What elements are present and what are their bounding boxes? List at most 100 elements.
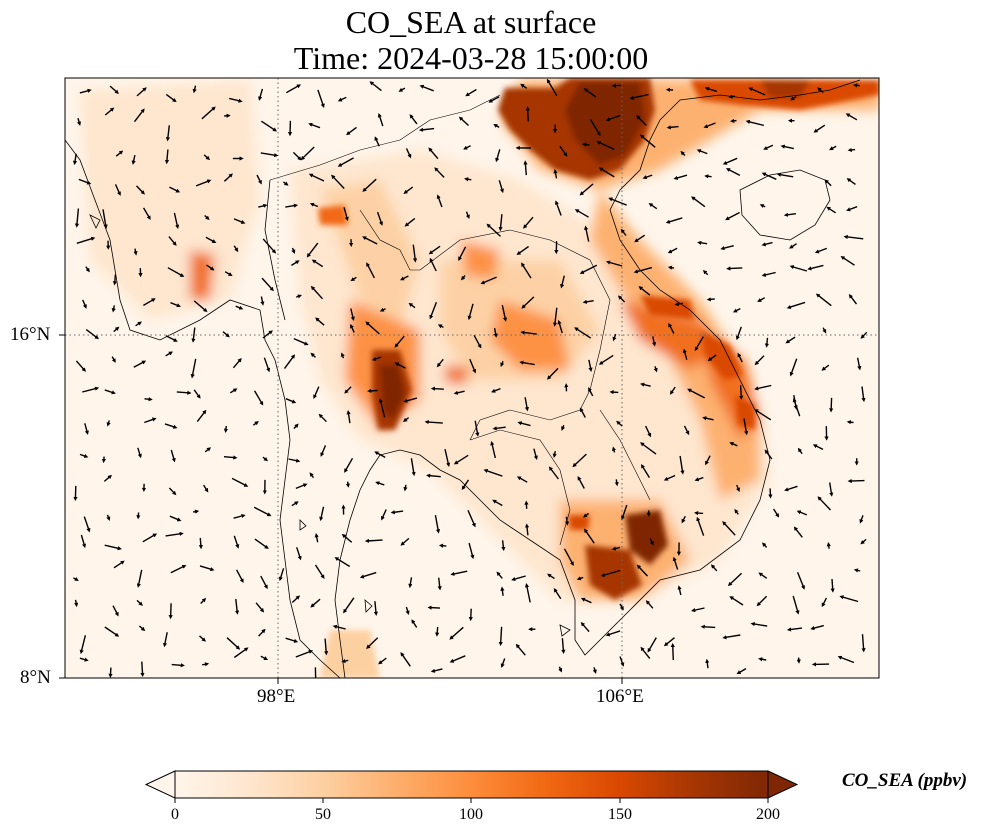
wind-arrow <box>553 169 558 179</box>
wind-arrow <box>680 150 686 156</box>
wind-arrow <box>293 337 309 346</box>
wind-arrow <box>682 348 688 360</box>
wind-arrow <box>176 390 192 395</box>
wind-arrow <box>524 397 529 412</box>
wind-arrow <box>465 88 477 97</box>
wind-arrow <box>498 626 503 647</box>
wind-arrow <box>776 172 794 178</box>
wind-arrow <box>830 578 835 593</box>
wind-arrow <box>736 667 747 675</box>
wind-arrow <box>306 242 319 258</box>
wind-arrow <box>596 141 615 150</box>
wind-arrow <box>612 333 617 342</box>
wind-arrow <box>847 147 856 153</box>
wind-arrow <box>598 354 614 365</box>
wind-arrow <box>72 153 78 166</box>
wind-arrow <box>790 96 797 101</box>
wind-arrow <box>350 276 357 282</box>
wind-arrow <box>168 603 173 620</box>
wind-arrow <box>458 116 469 127</box>
wind-arrow <box>739 385 744 400</box>
wind-arrow <box>109 85 119 94</box>
wind-arrow <box>673 174 688 180</box>
wind-arrow <box>104 107 115 116</box>
wind-arrow <box>483 468 503 477</box>
wind-arrow <box>574 209 589 218</box>
wind-arrow <box>560 275 565 289</box>
lat-tick-label: 8°N <box>20 667 51 688</box>
wind-arrow <box>258 628 266 637</box>
wind-arrow <box>758 657 767 662</box>
wind-arrow <box>703 122 716 129</box>
wind-arrow <box>493 327 498 338</box>
wind-arrow <box>759 204 766 208</box>
wind-arrow <box>260 575 268 590</box>
wind-arrow <box>233 514 246 519</box>
wind-arrow <box>644 425 652 438</box>
lon-tick-label: 98°E <box>257 686 296 707</box>
wind-arrow <box>409 114 418 125</box>
wind-arrow <box>426 473 441 478</box>
wind-arrow <box>640 464 650 478</box>
wind-arrow <box>79 657 89 662</box>
colorbar-max-extend <box>767 770 799 799</box>
wind-arrow <box>204 447 212 453</box>
wind-arrow <box>400 537 410 546</box>
colorbar-tick-label: 150 <box>608 806 632 823</box>
wind-arrow <box>362 236 378 245</box>
wind-arrow <box>136 569 143 588</box>
wind-arrow <box>722 157 738 165</box>
wind-arrow <box>546 78 558 97</box>
colorbar-tick-label: 50 <box>315 806 331 823</box>
wind-arrow <box>710 564 718 572</box>
wind-arrow <box>366 637 379 649</box>
wind-arrow <box>229 97 243 103</box>
wind-arrow <box>745 119 764 127</box>
wind-arrow <box>403 186 414 194</box>
wind-arrow <box>201 106 216 120</box>
wind-arrow <box>667 265 675 270</box>
wind-arrow <box>491 388 501 393</box>
wind-arrow <box>495 149 501 163</box>
wind-arrow <box>492 426 506 431</box>
wind-arrow <box>829 145 837 151</box>
wind-arrow <box>642 174 653 180</box>
wind-arrow <box>206 264 215 271</box>
wind-arrow <box>258 88 264 101</box>
wind-arrow <box>663 637 675 647</box>
wind-arrow <box>837 655 855 664</box>
wind-arrow <box>167 267 185 277</box>
wind-arrow <box>320 445 327 457</box>
wind-arrow <box>232 358 242 369</box>
wind-arrow <box>115 150 124 157</box>
wind-arrow <box>222 331 230 338</box>
wind-arrow <box>337 157 354 167</box>
wind-arrow <box>283 354 296 370</box>
wind-arrow <box>260 152 279 158</box>
wind-arrow <box>814 247 828 254</box>
wind-arrow <box>405 606 410 616</box>
wind-arrow <box>861 386 866 403</box>
wind-arrow <box>822 327 827 334</box>
wind-arrow <box>611 446 617 453</box>
wind-arrow <box>563 548 574 566</box>
wind-arrow <box>672 556 679 570</box>
wind-arrow <box>450 570 468 576</box>
wind-arrow <box>403 397 418 403</box>
wind-arrow <box>79 88 92 94</box>
wind-arrow <box>579 183 594 196</box>
wind-arrow <box>193 300 208 313</box>
wind-arrow <box>736 484 740 493</box>
wind-arrow <box>500 658 506 668</box>
wind-arrow <box>444 448 451 468</box>
wind-arrow <box>198 537 203 550</box>
wind-arrow <box>103 474 112 482</box>
wind-arrow <box>616 420 623 427</box>
colorbar-min-extend <box>144 770 176 799</box>
wind-arrow <box>278 568 285 582</box>
wind-arrow <box>807 264 824 271</box>
wind-arrow <box>314 564 325 579</box>
wind-arrow <box>796 510 808 516</box>
wind-arrow <box>164 149 170 165</box>
